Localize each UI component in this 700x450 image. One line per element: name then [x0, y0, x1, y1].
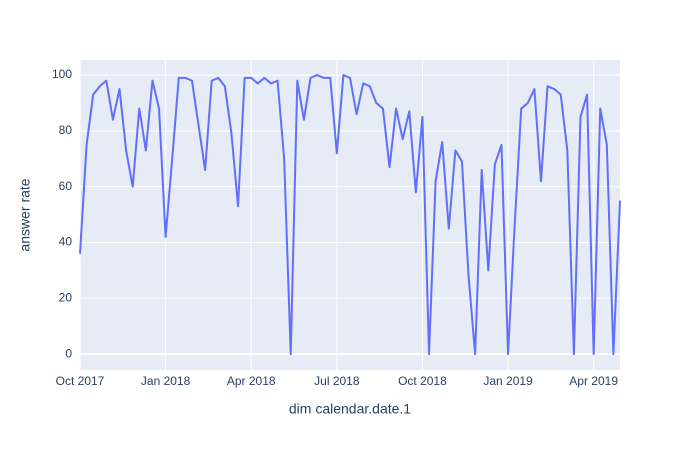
plot-area: [80, 60, 620, 370]
y-tick-label: 100: [52, 67, 72, 81]
y-tick-label: 60: [59, 179, 73, 193]
y-tick-label: 20: [59, 290, 73, 304]
x-tick-label: Jan 2019: [483, 374, 533, 388]
x-axis-title: dim calendar.date.1: [289, 401, 411, 417]
x-tick-label: Oct 2018: [398, 374, 447, 388]
y-tick-label: 80: [59, 123, 73, 137]
y-tick-label: 40: [59, 235, 73, 249]
x-tick-label: Apr 2018: [227, 374, 276, 388]
x-tick-label: Jan 2018: [141, 374, 191, 388]
data-line: [79, 74, 621, 356]
x-tick-label: Apr 2019: [569, 374, 618, 388]
x-tick-label: Jul 2018: [314, 374, 360, 388]
y-axis-title: answer rate: [17, 178, 33, 251]
x-tick-label: Oct 2017: [56, 374, 105, 388]
y-tick-label: 0: [65, 346, 72, 360]
